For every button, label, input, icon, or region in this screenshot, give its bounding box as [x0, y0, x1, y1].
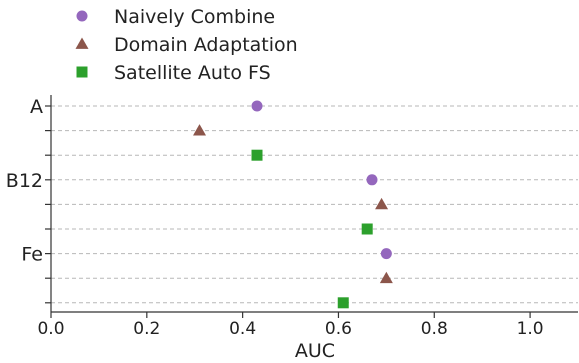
- category-labels: A B12 Fe: [6, 96, 43, 266]
- legend-item: Domain Adaptation: [75, 34, 298, 56]
- legend-item: Satellite Auto FS: [76, 62, 271, 84]
- category-label: A: [30, 96, 43, 118]
- data-point-square: [251, 149, 263, 161]
- data-point-circle: [251, 100, 263, 112]
- x-ticks: 0.0 0.2 0.4 0.6 0.8 1.0: [37, 312, 544, 339]
- grid-lines: [45, 105, 578, 304]
- x-tick-label: 1.0: [517, 319, 544, 339]
- x-tick-label: 0.2: [133, 319, 160, 339]
- category-label: Fe: [21, 244, 43, 266]
- legend-label: Domain Adaptation: [114, 34, 298, 56]
- legend-item: Naively Combine: [76, 6, 275, 28]
- data-point-circle: [366, 174, 378, 186]
- axes: [50, 95, 578, 313]
- x-tick-label: 0.8: [421, 319, 448, 339]
- legend-label: Naively Combine: [114, 6, 275, 28]
- x-tick-label: 0.0: [37, 319, 64, 339]
- data-point-square: [361, 223, 373, 235]
- legend: Naively Combine Domain Adaptation Satellit…: [75, 6, 298, 84]
- data-points: [193, 100, 393, 309]
- data-point-circle: [380, 248, 392, 260]
- data-point-square: [337, 297, 349, 309]
- x-tick-label: 0.6: [325, 319, 352, 339]
- data-point-triangle: [193, 124, 207, 136]
- data-point-triangle: [375, 197, 389, 210]
- legend-marker-triangle: [75, 37, 89, 49]
- x-tick-label: 0.4: [229, 319, 256, 339]
- legend-marker-square: [76, 66, 88, 78]
- legend-marker-circle: [76, 10, 88, 22]
- data-point-triangle: [379, 271, 393, 284]
- x-axis-title: AUC: [295, 340, 335, 362]
- legend-label: Satellite Auto FS: [114, 62, 271, 84]
- category-label: B12: [6, 170, 43, 192]
